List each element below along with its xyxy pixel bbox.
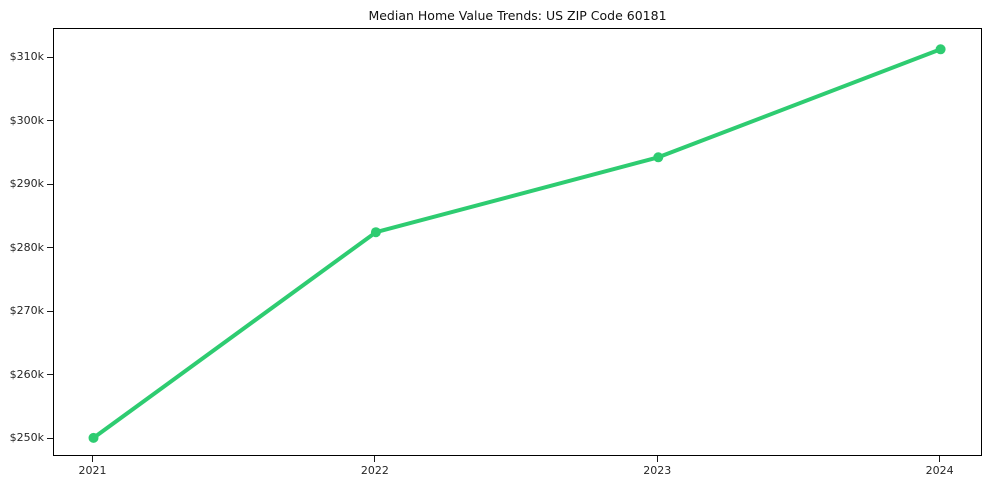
y-tick-mark <box>47 56 53 58</box>
x-tick-label: 2023 <box>643 464 672 477</box>
x-tick-mark <box>939 456 941 462</box>
data-point-2024 <box>935 44 946 55</box>
y-tick-mark <box>47 437 53 439</box>
y-tick-label: $290k <box>9 177 44 191</box>
line-series-canvas <box>88 44 946 443</box>
y-tick-label: $270k <box>9 304 44 318</box>
y-tick-label: $300k <box>9 113 44 127</box>
chart-title: Median Home Value Trends: US ZIP Code 60… <box>368 8 667 23</box>
data-point-2023 <box>653 152 664 163</box>
data-point-2021 <box>88 432 99 443</box>
data-point-2022 <box>370 227 381 238</box>
y-tick-label: $310k <box>9 50 44 64</box>
y-tick-label: $280k <box>9 240 44 254</box>
y-tick-mark <box>47 374 53 376</box>
plot-area <box>53 28 982 456</box>
x-tick-mark <box>374 456 376 462</box>
y-tick-mark <box>47 247 53 249</box>
y-tick-mark <box>47 310 53 312</box>
x-tick-mark <box>92 456 94 462</box>
x-tick-label: 2021 <box>78 464 107 477</box>
y-tick-label: $260k <box>9 367 44 381</box>
x-tick-label: 2024 <box>925 464 954 477</box>
y-tick-label: $250k <box>9 431 44 445</box>
y-tick-mark <box>47 120 53 122</box>
y-tick-mark <box>47 183 53 185</box>
x-tick-label: 2022 <box>360 464 389 477</box>
trend-line <box>91 47 943 440</box>
x-tick-mark <box>656 456 658 462</box>
